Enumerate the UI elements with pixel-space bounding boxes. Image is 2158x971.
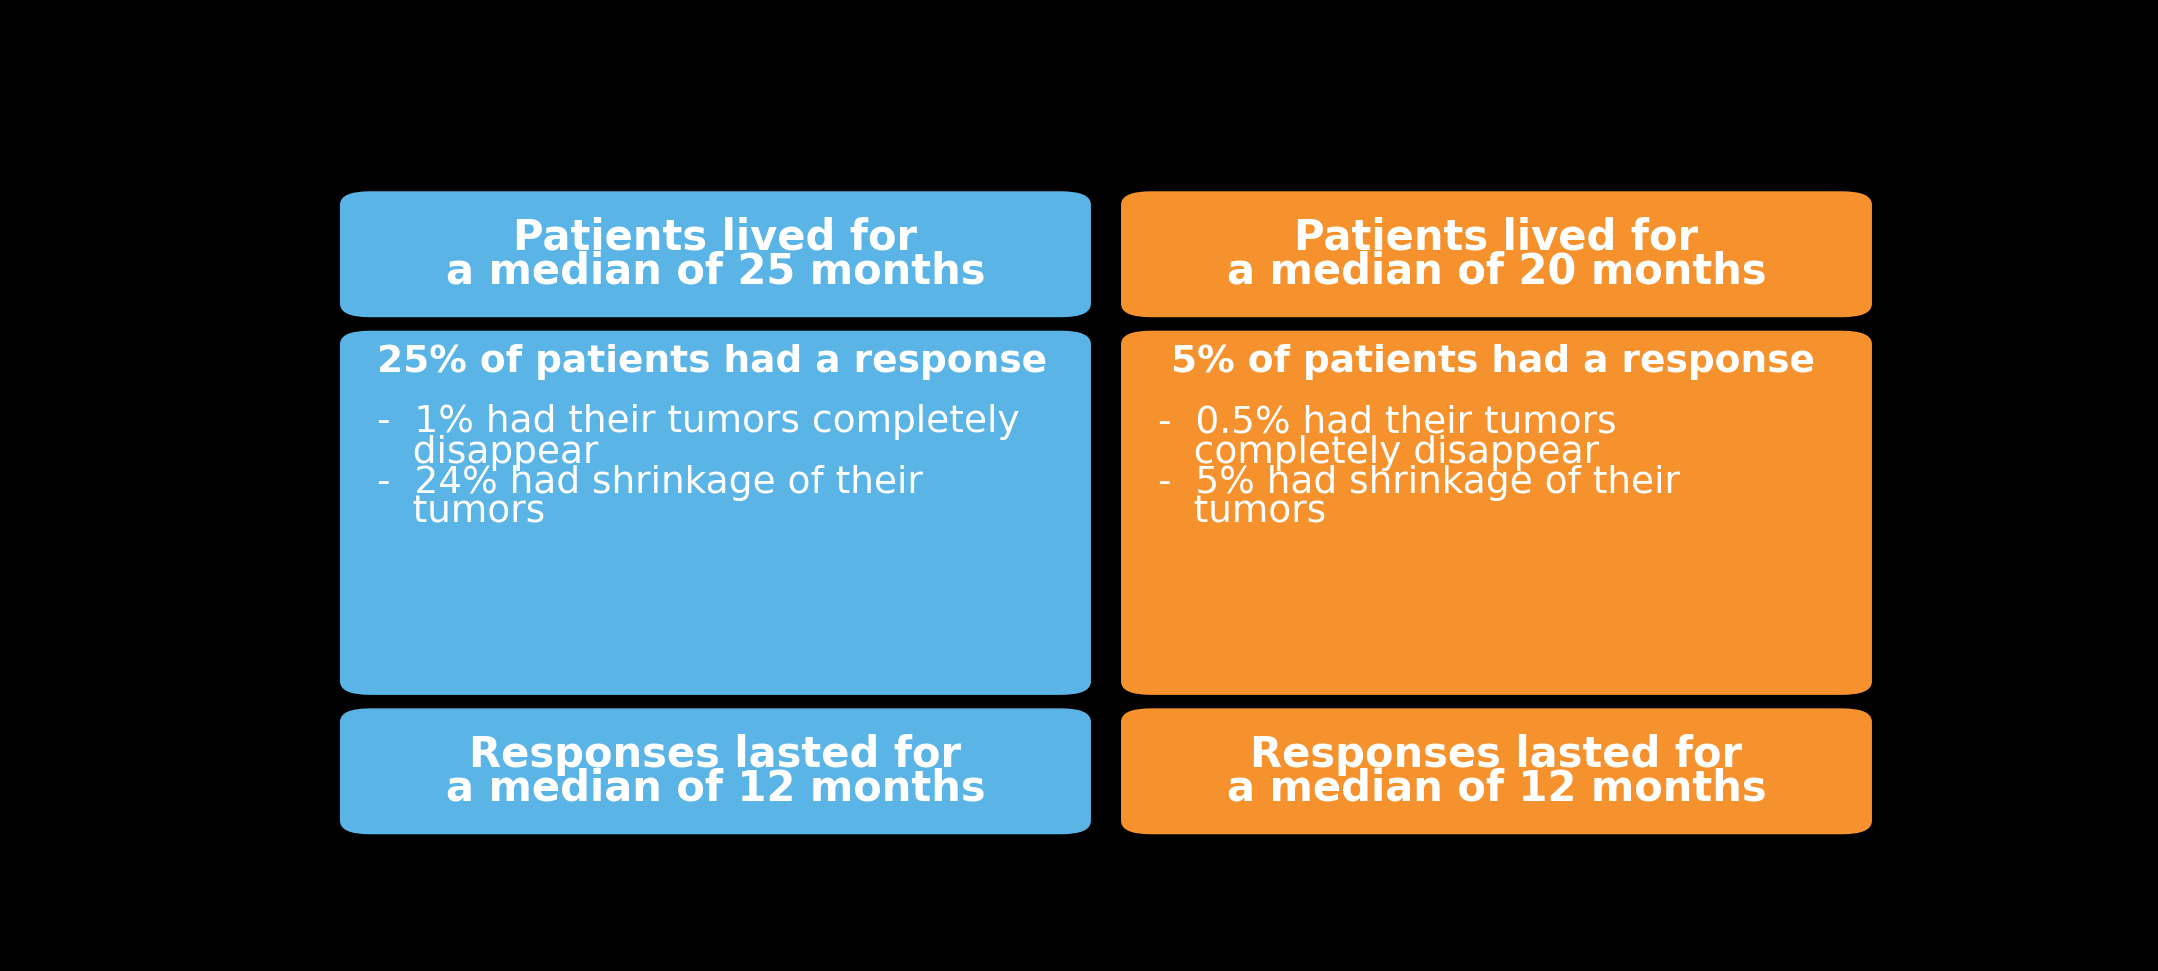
Text: tumors: tumors <box>1159 495 1325 531</box>
FancyBboxPatch shape <box>1120 331 1871 695</box>
Text: -  24% had shrinkage of their: - 24% had shrinkage of their <box>378 465 924 501</box>
Text: tumors: tumors <box>378 495 546 531</box>
FancyBboxPatch shape <box>341 331 1092 695</box>
Text: completely disappear: completely disappear <box>1159 435 1599 471</box>
Text: -  5% had shrinkage of their: - 5% had shrinkage of their <box>1159 465 1679 501</box>
Text: a median of 12 months: a median of 12 months <box>447 767 986 809</box>
Text: a median of 20 months: a median of 20 months <box>1226 250 1765 292</box>
Text: Responses lasted for: Responses lasted for <box>1249 733 1742 776</box>
Text: -  1% had their tumors completely: - 1% had their tumors completely <box>378 405 1019 441</box>
FancyBboxPatch shape <box>1120 708 1871 834</box>
Text: a median of 25 months: a median of 25 months <box>447 250 986 292</box>
Text: 25% of patients had a response: 25% of patients had a response <box>378 344 1047 381</box>
Text: Patients lived for: Patients lived for <box>1295 217 1698 258</box>
Text: 5% of patients had a response: 5% of patients had a response <box>1159 344 1815 381</box>
Text: a median of 12 months: a median of 12 months <box>1226 767 1765 809</box>
FancyBboxPatch shape <box>341 191 1092 318</box>
FancyBboxPatch shape <box>341 708 1092 834</box>
FancyBboxPatch shape <box>1120 191 1871 318</box>
Text: Responses lasted for: Responses lasted for <box>470 733 962 776</box>
Text: disappear: disappear <box>378 435 598 471</box>
Text: -  0.5% had their tumors: - 0.5% had their tumors <box>1159 405 1616 441</box>
Text: Patients lived for: Patients lived for <box>514 217 917 258</box>
